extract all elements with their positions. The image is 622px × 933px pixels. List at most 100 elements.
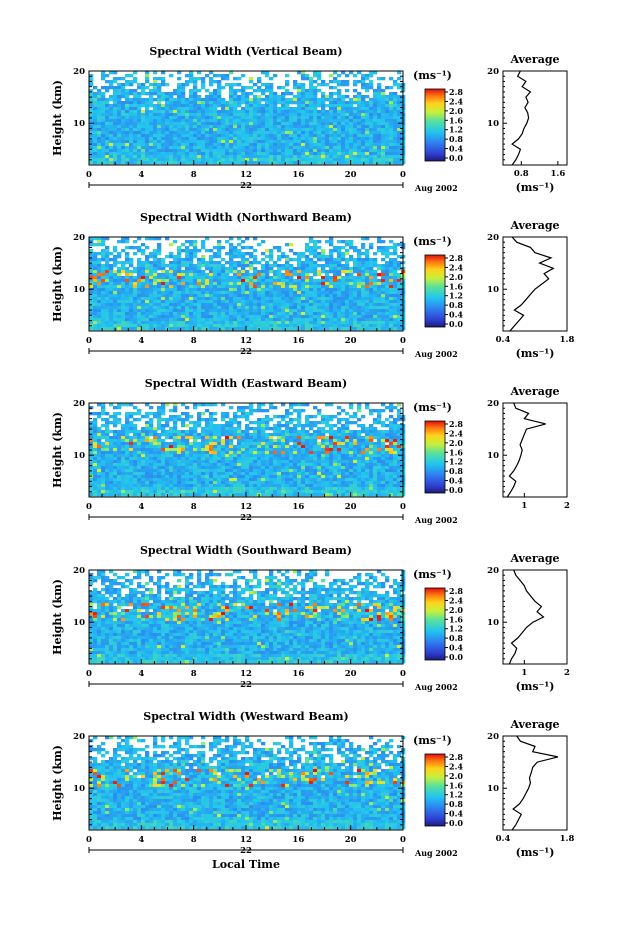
heatmap-cell — [225, 143, 229, 146]
heatmap-cell — [369, 113, 373, 116]
heatmap-cell — [153, 324, 157, 327]
heatmap-cell — [213, 89, 217, 92]
heatmap-cell — [257, 321, 261, 324]
heatmap-cell — [309, 297, 313, 300]
heatmap-cell — [229, 406, 233, 409]
heatmap-cell — [237, 264, 241, 267]
heatmap-cell — [153, 318, 157, 321]
heatmap-cell — [333, 143, 337, 146]
heatmap-cell — [265, 282, 269, 285]
heatmap-cell — [153, 158, 157, 161]
heatmap-cell — [93, 98, 97, 101]
heatmap-cell — [197, 149, 201, 152]
heatmap-cell — [357, 258, 361, 261]
heatmap-cell — [113, 89, 117, 92]
heatmap-cell — [285, 122, 289, 125]
heatmap-cell — [197, 158, 201, 161]
y-tick-label: 10 — [73, 119, 85, 129]
heatmap-cell — [185, 101, 189, 104]
heatmap-cell — [345, 412, 349, 415]
heatmap-cell — [313, 433, 317, 436]
heatmap-cell — [125, 421, 129, 424]
heatmap-cell — [313, 421, 317, 424]
heatmap-cell — [361, 291, 365, 294]
heatmap-cell — [101, 430, 105, 433]
heatmap-cell — [305, 312, 309, 315]
heatmap-cell — [265, 86, 269, 89]
heatmap-cell — [177, 276, 181, 279]
heatmap-cell — [193, 146, 197, 149]
heatmap-cell — [277, 415, 281, 418]
heatmap-cell — [221, 116, 225, 119]
heatmap-cell — [285, 149, 289, 152]
heatmap-cell — [377, 122, 381, 125]
heatmap-cell — [273, 92, 277, 95]
heatmap-cell — [369, 430, 373, 433]
heatmap-cell — [313, 291, 317, 294]
heatmap-cell — [325, 279, 329, 282]
heatmap-cell — [345, 110, 349, 113]
heatmap-cell — [317, 427, 321, 430]
heatmap-cell — [217, 309, 221, 312]
heatmap-cell — [217, 312, 221, 315]
heatmap-cell — [393, 297, 397, 300]
heatmap-cell — [169, 101, 173, 104]
heatmap-cell — [173, 291, 177, 294]
heatmap-cell — [233, 288, 237, 291]
heatmap-cell — [129, 315, 133, 318]
heatmap-cell — [189, 303, 193, 306]
heatmap-cell — [333, 309, 337, 312]
heatmap-cell — [197, 134, 201, 137]
heatmap-cell — [189, 261, 193, 264]
heatmap-cell — [325, 95, 329, 98]
heatmap-cell — [185, 122, 189, 125]
heatmap-cell — [345, 321, 349, 324]
heatmap-cell — [161, 104, 165, 107]
heatmap-cell — [177, 252, 181, 255]
heatmap-cell — [109, 258, 113, 261]
heatmap-cell — [257, 279, 261, 282]
heatmap-cell — [361, 152, 365, 155]
heatmap-cell — [281, 279, 285, 282]
heatmap-cell — [281, 436, 285, 439]
heatmap-cell — [261, 303, 265, 306]
heatmap-cell — [109, 95, 113, 98]
heatmap-cell — [145, 128, 149, 131]
heatmap-cell — [209, 264, 213, 267]
heatmap-cell — [185, 324, 189, 327]
heatmap-cell — [357, 122, 361, 125]
heatmap-cell — [265, 424, 269, 427]
heatmap-cell — [165, 315, 169, 318]
heatmap-cell — [265, 324, 269, 327]
heatmap-cell — [289, 318, 293, 321]
heatmap-cell — [389, 306, 393, 309]
heatmap-cell — [373, 276, 377, 279]
heatmap-cell — [217, 294, 221, 297]
heatmap-cell — [149, 303, 153, 306]
heatmap-cell — [181, 418, 185, 421]
heatmap-cell — [185, 306, 189, 309]
heatmap-cell — [101, 140, 105, 143]
heatmap-cell — [333, 161, 337, 164]
heatmap-cell — [93, 143, 97, 146]
heatmap-cell — [101, 285, 105, 288]
heatmap-cell — [145, 110, 149, 113]
heatmap-cell — [209, 83, 213, 86]
heatmap-cell — [137, 83, 141, 86]
heatmap-cell — [285, 315, 289, 318]
heatmap-cell — [285, 273, 289, 276]
heatmap-cell — [281, 134, 285, 137]
heatmap-cell — [113, 152, 117, 155]
heatmap-cell — [369, 119, 373, 122]
heatmap-cell — [121, 86, 125, 89]
heatmap-cell — [345, 101, 349, 104]
heatmap-cell — [349, 415, 353, 418]
heatmap-cell — [385, 282, 389, 285]
heatmap-cell — [349, 258, 353, 261]
heatmap-cell — [245, 125, 249, 128]
heatmap-cell — [205, 291, 209, 294]
heatmap-cell — [93, 119, 97, 122]
heatmap-cell — [353, 415, 357, 418]
heatmap-cell — [137, 436, 141, 439]
heatmap-cell — [185, 285, 189, 288]
